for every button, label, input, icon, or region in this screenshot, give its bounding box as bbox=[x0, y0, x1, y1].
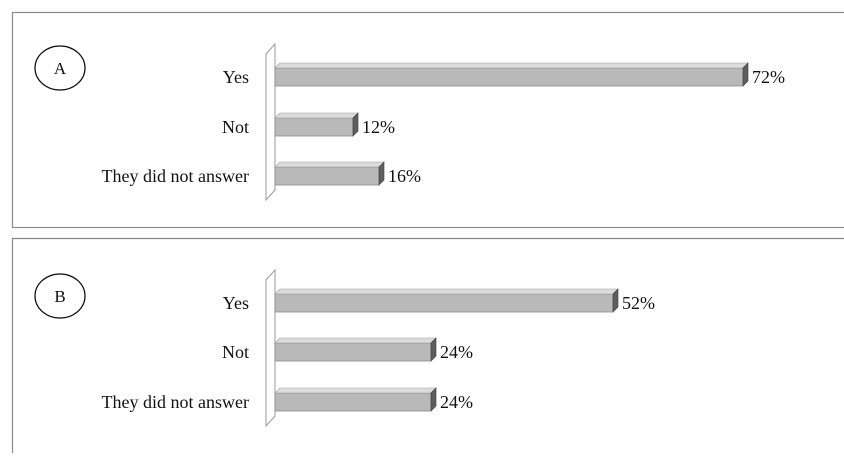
category-label: Not bbox=[222, 117, 249, 137]
bar bbox=[275, 68, 743, 86]
bar-top-face bbox=[275, 289, 618, 294]
panel-frame bbox=[13, 13, 844, 228]
category-label: Not bbox=[222, 342, 249, 362]
bar bbox=[275, 343, 431, 361]
category-label: Yes bbox=[223, 67, 249, 87]
category-label: They did not answer bbox=[102, 166, 249, 186]
data-label: 24% bbox=[440, 392, 473, 412]
data-label: 52% bbox=[622, 293, 655, 313]
chart-panel-b: B Yes 52% Not 24% They did not answer 24% bbox=[13, 239, 844, 454]
data-label: 24% bbox=[440, 342, 473, 362]
bar-top-face bbox=[275, 113, 358, 118]
category-label: Yes bbox=[223, 293, 249, 313]
panel-label: B bbox=[54, 287, 65, 306]
category-label: They did not answer bbox=[102, 392, 249, 412]
axis-wall bbox=[266, 44, 275, 200]
bar bbox=[275, 118, 353, 136]
bar bbox=[275, 294, 613, 312]
bar-top-face bbox=[275, 388, 436, 393]
data-label: 12% bbox=[362, 117, 395, 137]
chart-panel-a: A Yes 72% Not 12% They did not answer 16% bbox=[13, 13, 844, 228]
panel-label: A bbox=[54, 59, 67, 78]
bar bbox=[275, 167, 379, 185]
bar-top-face bbox=[275, 162, 384, 167]
bar bbox=[275, 393, 431, 411]
data-label: 72% bbox=[752, 67, 785, 87]
data-label: 16% bbox=[388, 166, 421, 186]
bar-top-face bbox=[275, 338, 436, 343]
bar-top-face bbox=[275, 63, 748, 68]
axis-wall bbox=[266, 270, 275, 426]
